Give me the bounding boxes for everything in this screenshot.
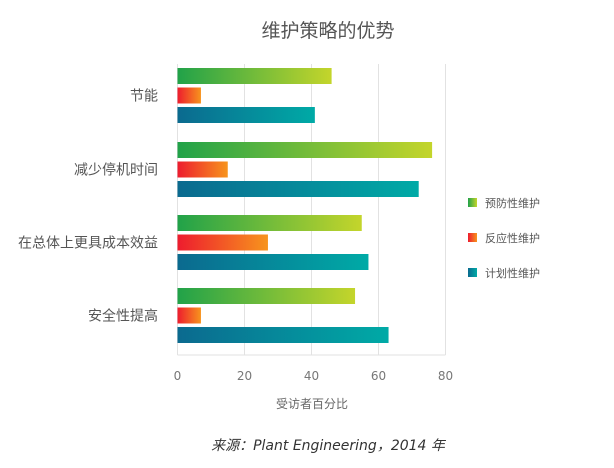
- bar-preventive: [177, 68, 332, 84]
- category-label: 在总体上更具成本效益: [18, 236, 158, 252]
- category-label: 安全性提高: [88, 308, 158, 325]
- bar-reactive: [177, 161, 228, 178]
- bar-reactive: [177, 307, 201, 324]
- bar-planned: [177, 181, 419, 197]
- legend-label: 反应性维护: [485, 231, 540, 245]
- x-tick-label: 0: [174, 369, 182, 383]
- category-label: 减少停机时间: [74, 162, 158, 179]
- legend-swatch: [468, 233, 477, 242]
- legend-swatch: [468, 268, 477, 277]
- bar-preventive: [177, 142, 433, 158]
- source-note: 来源：Plant Engineering，2014 年: [211, 438, 447, 454]
- bar-planned: [177, 327, 389, 343]
- category-label: 节能: [130, 89, 158, 105]
- chart-title: 维护策略的优势: [261, 20, 394, 42]
- x-tick-label: 60: [371, 369, 386, 383]
- bar-preventive: [177, 215, 362, 231]
- bar-reactive: [177, 234, 268, 251]
- legend-label: 计划性维护: [485, 266, 540, 280]
- x-axis-label: 受访者百分比: [276, 397, 348, 411]
- x-tick-label: 40: [304, 369, 319, 383]
- bar-planned: [177, 254, 369, 270]
- x-tick-label: 20: [237, 369, 252, 383]
- x-tick-label: 80: [438, 369, 453, 383]
- bar-planned: [177, 107, 315, 123]
- bar-reactive: [177, 87, 201, 104]
- legend-label: 预防性维护: [485, 196, 540, 210]
- bar-preventive: [177, 288, 356, 304]
- legend-swatch: [468, 198, 477, 207]
